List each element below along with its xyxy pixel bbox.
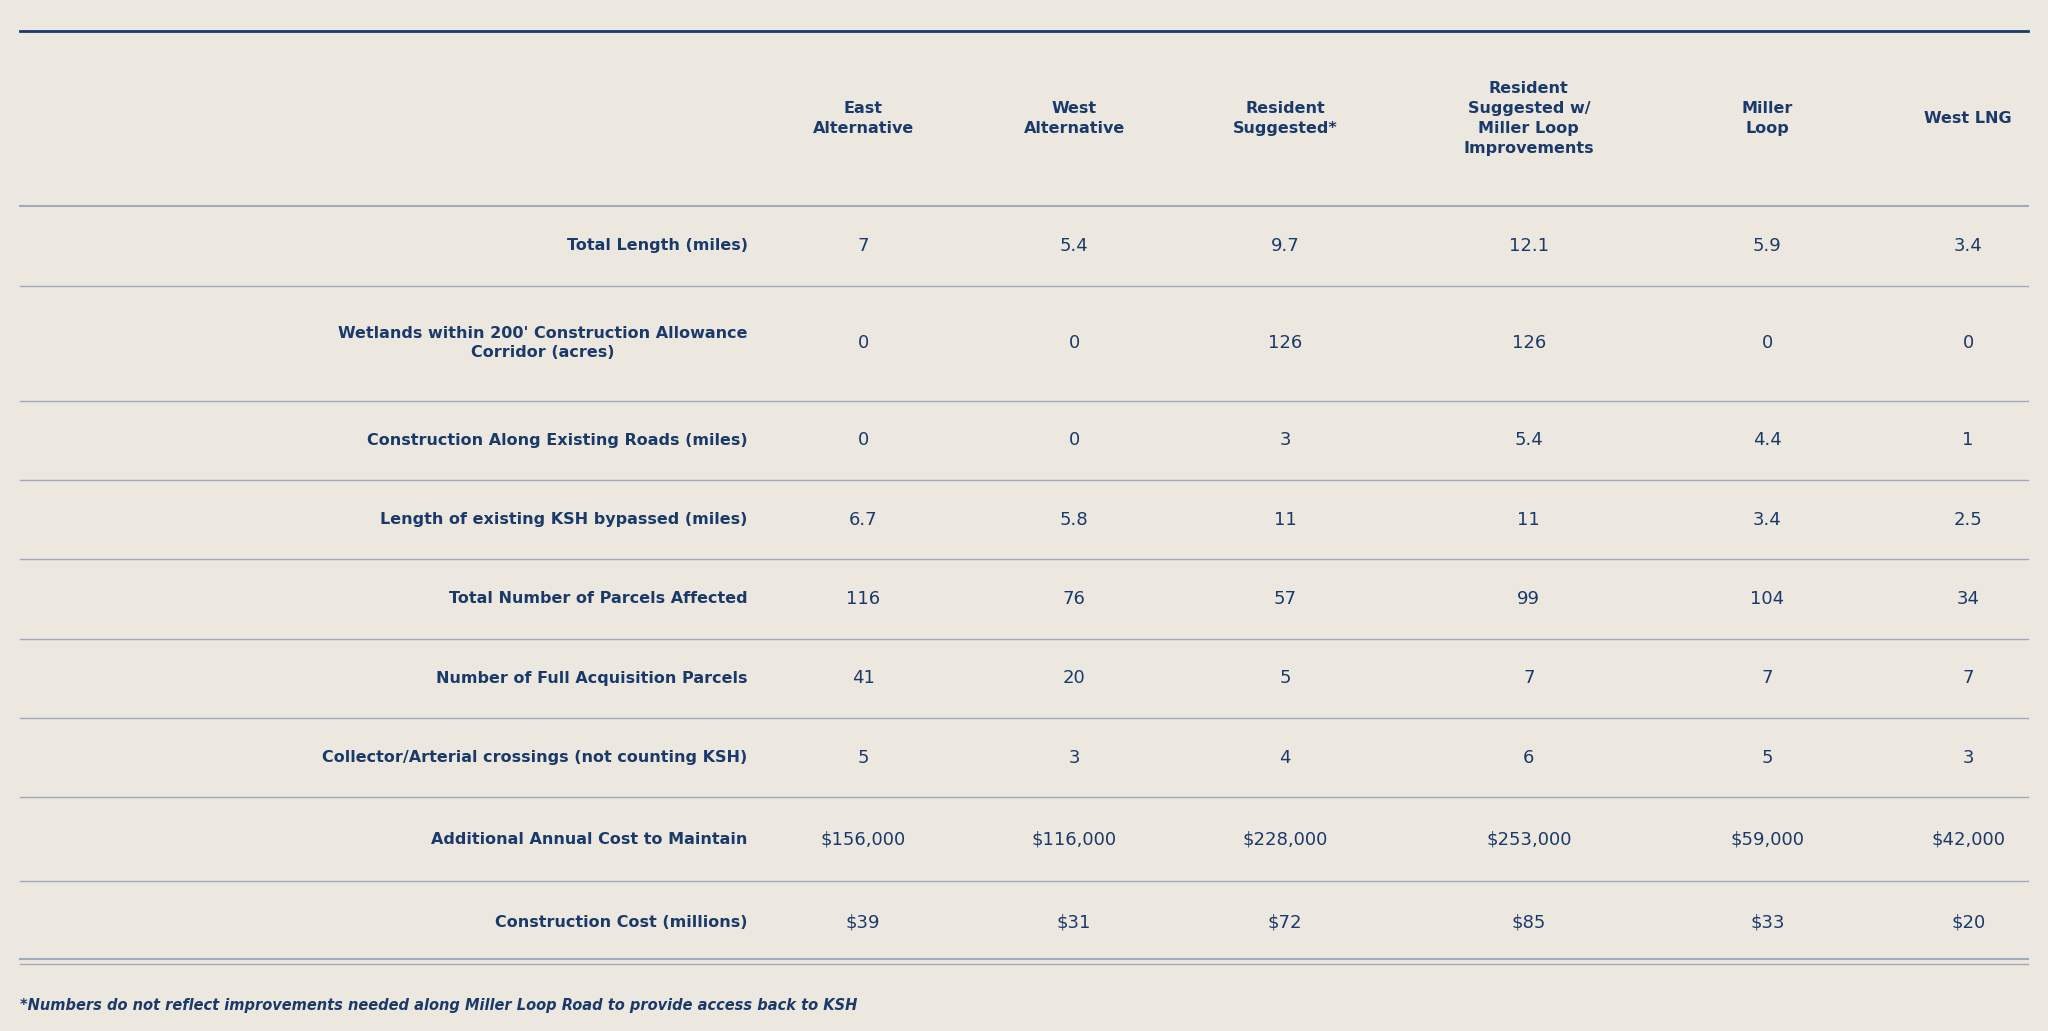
Text: 7: 7 (858, 237, 868, 255)
Text: 5.4: 5.4 (1059, 237, 1090, 255)
Text: $31: $31 (1057, 913, 1092, 931)
Text: 4: 4 (1280, 749, 1290, 767)
Text: 20: 20 (1063, 669, 1085, 688)
Text: Collector/Arterial crossings (not counting KSH): Collector/Arterial crossings (not counti… (322, 751, 748, 765)
Text: 0: 0 (1069, 334, 1079, 352)
Text: Total Length (miles): Total Length (miles) (567, 238, 748, 254)
Text: 3: 3 (1280, 431, 1290, 450)
Text: 57: 57 (1274, 590, 1296, 608)
Text: 6: 6 (1524, 749, 1534, 767)
Text: 76: 76 (1063, 590, 1085, 608)
Text: Wetlands within 200' Construction Allowance
Corridor (acres): Wetlands within 200' Construction Allowa… (338, 326, 748, 360)
Text: West LNG: West LNG (1925, 111, 2011, 126)
Text: 11: 11 (1518, 510, 1540, 529)
Text: 11: 11 (1274, 510, 1296, 529)
Text: Miller
Loop: Miller Loop (1741, 101, 1794, 136)
Text: 0: 0 (858, 431, 868, 450)
Text: 5.9: 5.9 (1753, 237, 1782, 255)
Text: 3: 3 (1069, 749, 1079, 767)
Text: 99: 99 (1518, 590, 1540, 608)
Text: $20: $20 (1952, 913, 1985, 931)
Text: 0: 0 (858, 334, 868, 352)
Text: $85: $85 (1511, 913, 1546, 931)
Text: Resident
Suggested w/
Miller Loop
Improvements: Resident Suggested w/ Miller Loop Improv… (1464, 81, 1593, 156)
Text: 126: 126 (1511, 334, 1546, 352)
Text: 6.7: 6.7 (850, 510, 877, 529)
Text: $116,000: $116,000 (1032, 830, 1116, 849)
Text: $228,000: $228,000 (1243, 830, 1327, 849)
Text: 104: 104 (1751, 590, 1784, 608)
Text: Construction Along Existing Roads (miles): Construction Along Existing Roads (miles… (367, 433, 748, 447)
Text: 3: 3 (1962, 749, 1974, 767)
Text: 41: 41 (852, 669, 874, 688)
Text: $253,000: $253,000 (1487, 830, 1571, 849)
Text: Additional Annual Cost to Maintain: Additional Annual Cost to Maintain (432, 832, 748, 846)
Text: Resident
Suggested*: Resident Suggested* (1233, 101, 1337, 136)
Text: 5.8: 5.8 (1061, 510, 1087, 529)
Text: 12.1: 12.1 (1509, 237, 1548, 255)
Text: $156,000: $156,000 (821, 830, 905, 849)
Text: 7: 7 (1761, 669, 1774, 688)
Text: 3.4: 3.4 (1753, 510, 1782, 529)
Text: 34: 34 (1956, 590, 1980, 608)
Text: 3.4: 3.4 (1954, 237, 1982, 255)
Text: 1: 1 (1962, 431, 1974, 450)
Text: 126: 126 (1268, 334, 1303, 352)
Text: 0: 0 (1069, 431, 1079, 450)
Text: $42,000: $42,000 (1931, 830, 2005, 849)
Text: 0: 0 (1962, 334, 1974, 352)
Text: 116: 116 (846, 590, 881, 608)
Text: 9.7: 9.7 (1270, 237, 1300, 255)
Text: 7: 7 (1962, 669, 1974, 688)
Text: $72: $72 (1268, 913, 1303, 931)
Text: *Numbers do not reflect improvements needed along Miller Loop Road to provide ac: *Numbers do not reflect improvements nee… (20, 998, 858, 1013)
Text: 7: 7 (1524, 669, 1534, 688)
Text: 5: 5 (858, 749, 868, 767)
Text: 5: 5 (1761, 749, 1774, 767)
Text: 5.4: 5.4 (1513, 431, 1544, 450)
Text: Number of Full Acquisition Parcels: Number of Full Acquisition Parcels (436, 671, 748, 686)
Text: 2.5: 2.5 (1954, 510, 1982, 529)
Text: 0: 0 (1761, 334, 1774, 352)
Text: $33: $33 (1751, 913, 1784, 931)
Text: West
Alternative: West Alternative (1024, 101, 1124, 136)
Text: Construction Cost (millions): Construction Cost (millions) (496, 914, 748, 930)
Text: 5: 5 (1280, 669, 1290, 688)
Text: Length of existing KSH bypassed (miles): Length of existing KSH bypassed (miles) (381, 512, 748, 527)
Text: East
Alternative: East Alternative (813, 101, 913, 136)
Text: $59,000: $59,000 (1731, 830, 1804, 849)
Text: Total Number of Parcels Affected: Total Number of Parcels Affected (449, 592, 748, 606)
Text: $39: $39 (846, 913, 881, 931)
Text: 4.4: 4.4 (1753, 431, 1782, 450)
